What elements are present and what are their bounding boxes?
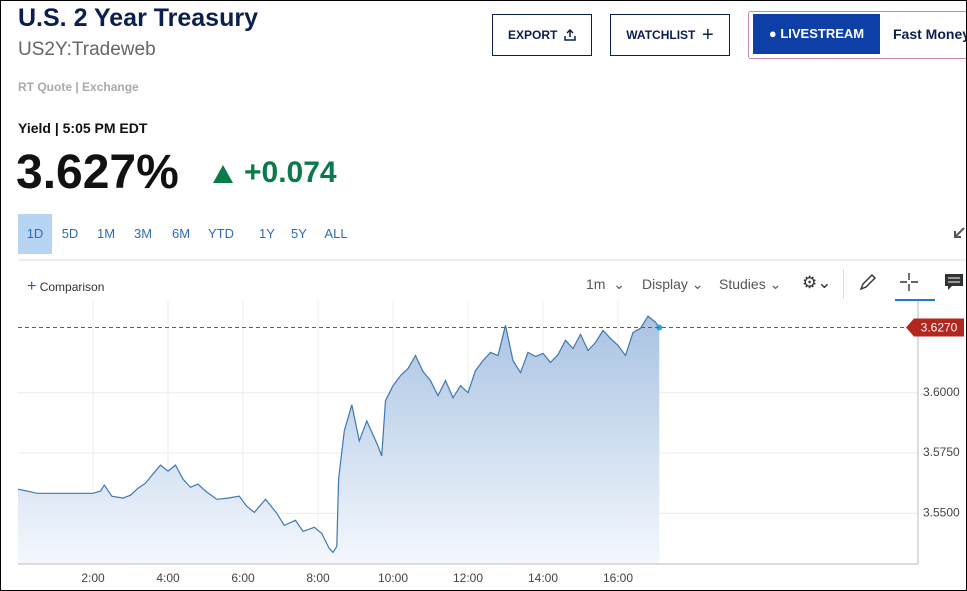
up-arrow <box>213 165 233 183</box>
export-label: EXPORT <box>507 28 558 42</box>
comparison-label: Comparison <box>39 280 105 294</box>
y-tick-label: 3.6000 <box>923 385 960 399</box>
last-price-label: 3.6270 <box>921 321 958 335</box>
settings[interactable]: ⚙⌄ <box>802 273 832 292</box>
range-tab[interactable]: ALL <box>324 226 348 241</box>
plus-icon: + <box>702 23 714 46</box>
last-point <box>656 324 663 331</box>
x-tick-label: 12:00 <box>453 571 483 585</box>
separator <box>843 269 844 299</box>
draw-icon[interactable] <box>858 272 878 292</box>
range-tab[interactable]: 3M <box>133 226 153 241</box>
crosshair-icon[interactable] <box>899 272 919 292</box>
quote-label: Yield | 5:05 PM EDT <box>18 120 148 136</box>
x-tick-label: 10:00 <box>378 571 408 585</box>
livestream-box[interactable]: ● LIVESTREAM Fast Money <box>748 11 967 59</box>
studies[interactable]: Studies ⌄ <box>719 276 782 292</box>
change: +0.074 <box>244 156 337 189</box>
display-label: Display <box>642 276 688 292</box>
export-button[interactable]: EXPORT <box>492 14 592 56</box>
range-tab[interactable]: 6M <box>171 226 191 241</box>
range-tab[interactable]: 5D <box>61 226 79 241</box>
livestream-button[interactable]: ● LIVESTREAM <box>753 14 880 54</box>
interval-label: 1m <box>586 276 606 292</box>
crosshair-active <box>895 299 935 301</box>
price: 3.627% <box>16 146 179 199</box>
watchlist-button[interactable]: WATCHLIST + <box>610 14 730 56</box>
title: U.S. 2 Year Treasury <box>18 4 258 32</box>
interval[interactable]: 1m ⌄ <box>586 276 625 292</box>
x-tick-label: 16:00 <box>603 571 633 585</box>
y-tick-label: 3.5750 <box>923 445 960 459</box>
watchlist-label: WATCHLIST <box>626 28 696 42</box>
display[interactable]: Display ⌄ <box>642 276 704 292</box>
range-tab[interactable]: 1Y <box>259 226 275 241</box>
range-tab[interactable]: 1M <box>96 226 116 241</box>
comment-icon[interactable] <box>944 273 964 291</box>
export-icon <box>564 29 576 41</box>
show-name: Fast Money <box>893 26 967 42</box>
x-tick-label: 8:00 <box>306 571 330 585</box>
range-tab[interactable]: 1D <box>18 214 52 254</box>
line <box>17 315 660 554</box>
range-tab[interactable]: 5Y <box>291 226 307 241</box>
expand-icon[interactable] <box>952 226 966 240</box>
livestream-label: LIVESTREAM <box>780 26 865 41</box>
symbol: US2Y:Tradeweb <box>18 39 156 60</box>
studies-label: Studies <box>719 276 766 292</box>
x-tick-label: 14:00 <box>528 571 558 585</box>
comparison[interactable]: + Comparison <box>27 278 105 295</box>
last-price-box <box>906 318 964 337</box>
source: RT Quote | Exchange <box>18 80 139 94</box>
x-tick-label: 6:00 <box>231 571 255 585</box>
x-tick-label: 2:00 <box>81 571 105 585</box>
area-fill <box>18 316 660 564</box>
range-tab[interactable]: YTD <box>208 226 234 241</box>
y-tick-label: 3.5500 <box>923 506 960 520</box>
x-tick-label: 4:00 <box>156 571 180 585</box>
